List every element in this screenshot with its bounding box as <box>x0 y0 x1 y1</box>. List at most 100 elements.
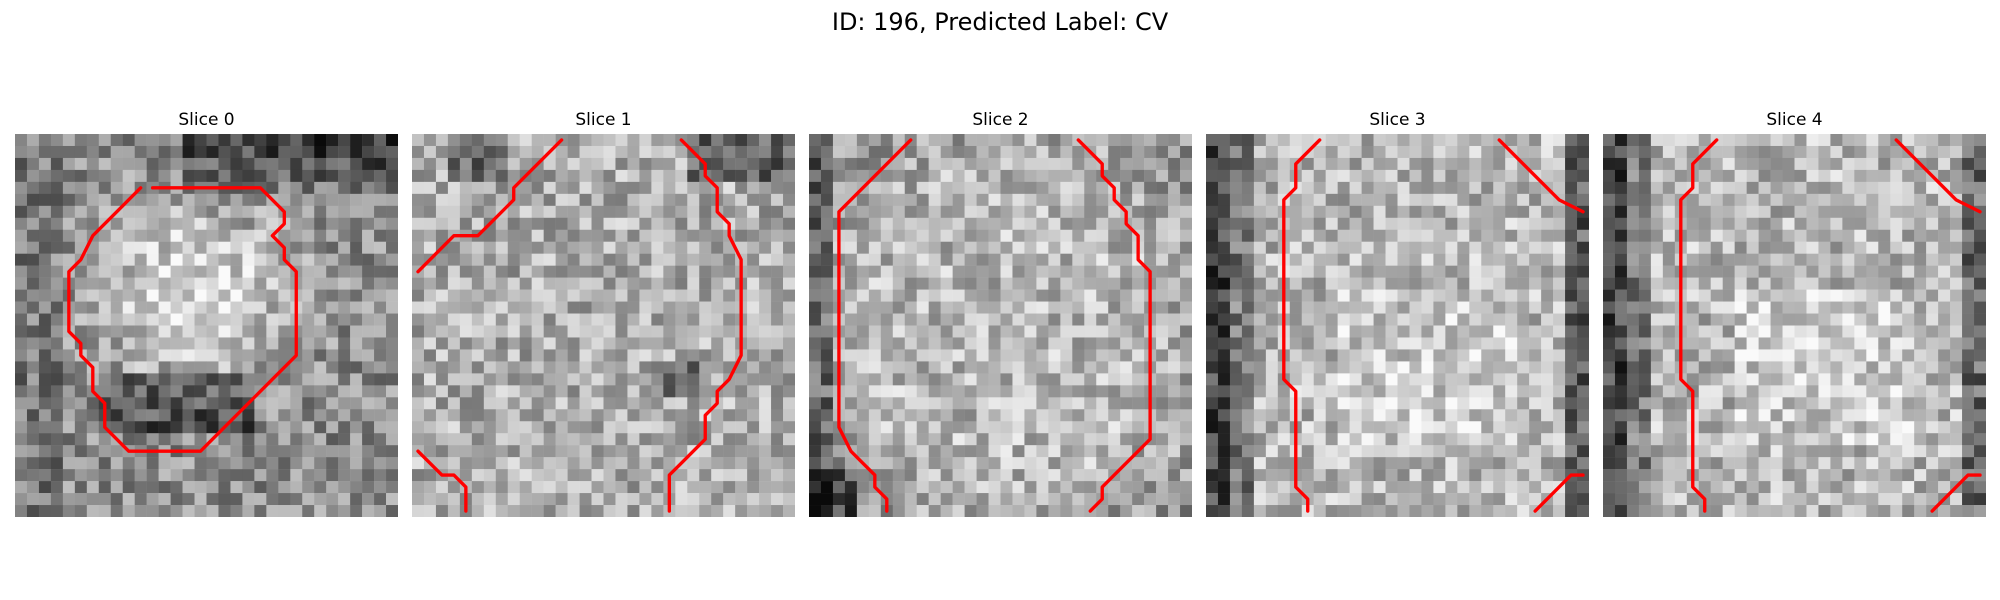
pixel <box>1314 373 1326 385</box>
pixel <box>472 218 484 230</box>
pixel <box>592 481 604 493</box>
pixel <box>1096 469 1108 481</box>
pixel <box>1120 361 1132 373</box>
pixel <box>63 254 75 266</box>
pixel <box>1230 266 1242 278</box>
pixel <box>1108 170 1120 182</box>
pixel <box>1386 397 1398 409</box>
pixel <box>544 445 556 457</box>
pixel <box>436 505 448 517</box>
pixel <box>1914 326 1926 338</box>
pixel <box>159 349 171 361</box>
pixel <box>159 230 171 242</box>
pixel <box>1433 242 1445 254</box>
pixel <box>1084 469 1096 481</box>
pixel <box>254 266 266 278</box>
pixel <box>1120 445 1132 457</box>
pixel <box>183 385 195 397</box>
pixel <box>869 433 881 445</box>
pixel <box>1902 314 1914 326</box>
pixel <box>159 469 171 481</box>
pixel <box>1950 218 1962 230</box>
pixel <box>604 206 616 218</box>
pixel <box>1302 134 1314 146</box>
pixel <box>1878 361 1890 373</box>
pixel <box>15 433 27 445</box>
pixel <box>87 326 99 338</box>
pixel <box>207 266 219 278</box>
pixel <box>412 290 424 302</box>
pixel <box>1350 302 1362 314</box>
pixel <box>111 349 123 361</box>
pixel <box>809 457 821 469</box>
pixel <box>1577 433 1589 445</box>
pixel <box>1168 194 1180 206</box>
pixel <box>1168 206 1180 218</box>
pixel <box>1036 421 1048 433</box>
pixel <box>135 290 147 302</box>
pixel <box>965 314 977 326</box>
pixel <box>1156 278 1168 290</box>
pixel <box>809 397 821 409</box>
pixel <box>1505 194 1517 206</box>
pixel <box>711 278 723 290</box>
pixel <box>1854 182 1866 194</box>
pixel <box>496 409 508 421</box>
pixel <box>1493 266 1505 278</box>
pixel <box>1890 373 1902 385</box>
pixel <box>1902 409 1914 421</box>
pixel <box>1603 421 1615 433</box>
pixel <box>326 254 338 266</box>
pixel <box>183 290 195 302</box>
pixel <box>39 493 51 505</box>
pixel <box>929 493 941 505</box>
pixel <box>1517 385 1529 397</box>
pixel <box>1577 158 1589 170</box>
pixel <box>1577 314 1589 326</box>
pixel <box>845 409 857 421</box>
pixel <box>989 278 1001 290</box>
pixel <box>1505 266 1517 278</box>
pixel <box>135 409 147 421</box>
pixel <box>627 266 639 278</box>
pixel <box>1012 266 1024 278</box>
pixel <box>651 373 663 385</box>
pixel <box>1302 397 1314 409</box>
pixel <box>1723 194 1735 206</box>
pixel <box>111 230 123 242</box>
pixel <box>771 373 783 385</box>
pixel <box>1132 397 1144 409</box>
pixel <box>159 242 171 254</box>
pixel <box>1783 158 1795 170</box>
pixel <box>1168 242 1180 254</box>
pixel <box>699 493 711 505</box>
pixel <box>412 314 424 326</box>
pixel <box>1926 397 1938 409</box>
pixel <box>1950 314 1962 326</box>
pixel <box>821 254 833 266</box>
pixel <box>869 182 881 194</box>
pixel <box>1302 254 1314 266</box>
pixel <box>99 242 111 254</box>
pixel <box>362 194 374 206</box>
pixel <box>1326 242 1338 254</box>
pixel <box>1457 194 1469 206</box>
pixel <box>1663 158 1675 170</box>
pixel <box>1180 302 1192 314</box>
pixel <box>1362 493 1374 505</box>
pixel <box>484 421 496 433</box>
pixel <box>496 373 508 385</box>
pixel <box>1565 421 1577 433</box>
pixel <box>759 206 771 218</box>
pixel <box>663 349 675 361</box>
pixel <box>87 302 99 314</box>
pixel <box>1603 254 1615 266</box>
pixel <box>51 493 63 505</box>
pixel <box>87 337 99 349</box>
pixel <box>1553 218 1565 230</box>
pixel <box>1108 493 1120 505</box>
pixel <box>651 397 663 409</box>
pixel <box>881 254 893 266</box>
pixel <box>1084 457 1096 469</box>
pixel <box>1565 170 1577 182</box>
